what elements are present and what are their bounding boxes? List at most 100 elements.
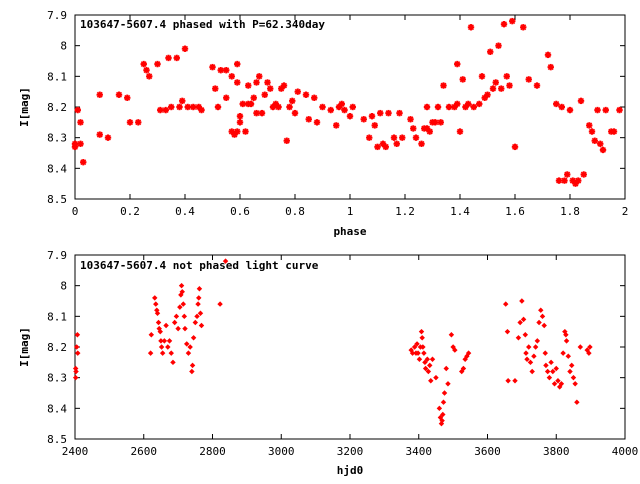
phased-point xyxy=(165,54,172,62)
phased-point xyxy=(234,79,241,86)
unphased-point xyxy=(73,344,80,350)
unphased-point xyxy=(148,332,155,338)
unphased-xtick-label: 3000 xyxy=(268,445,295,458)
phased-ytick-label: 8.5 xyxy=(47,193,67,206)
unphased-point xyxy=(542,350,548,356)
phased-point xyxy=(253,109,260,117)
phased-point xyxy=(456,128,464,135)
unphased-point xyxy=(187,344,193,350)
phased-point xyxy=(275,103,282,111)
phased-point xyxy=(591,137,598,144)
unphased-point xyxy=(424,356,431,362)
phased-point xyxy=(440,82,447,89)
unphased-point xyxy=(155,319,162,326)
unphased-point xyxy=(177,304,183,310)
unphased-point xyxy=(512,378,518,384)
phased-ytick-label: 8.2 xyxy=(47,101,67,114)
phased-point xyxy=(470,103,477,111)
phased-point xyxy=(228,73,235,80)
phased-ytick-label: 8.3 xyxy=(47,132,67,145)
unphased-point xyxy=(440,411,446,418)
phased-point xyxy=(390,134,398,141)
phased-point xyxy=(366,134,373,141)
phased-point xyxy=(333,122,340,129)
phased-point xyxy=(371,122,378,129)
unphased-ticks: 2400 2600 2800 3000 3200 3400 3600 3800 4000 7.9 8… xyxy=(47,249,638,458)
phased-point xyxy=(77,140,84,147)
phased-point xyxy=(313,119,321,126)
phased-point xyxy=(396,109,403,117)
phased-point xyxy=(599,146,607,154)
unphased-plot: 103647-5607.4 not phased light curve hjd… xyxy=(18,249,638,477)
unphased-point xyxy=(560,350,566,356)
unphased-point xyxy=(546,374,553,381)
phased-point xyxy=(566,106,574,114)
phased-point xyxy=(341,106,348,114)
phased-point xyxy=(140,60,147,68)
phased-point xyxy=(214,103,222,111)
unphased-xtick-label: 3400 xyxy=(406,445,433,458)
unphased-point xyxy=(173,313,180,320)
unphased-point xyxy=(198,322,205,329)
phased-xtick-label: 2 xyxy=(622,205,629,218)
phased-point xyxy=(506,82,513,89)
unphased-point xyxy=(465,350,472,356)
phased-point xyxy=(258,109,266,117)
phased-point xyxy=(467,24,475,31)
phased-point xyxy=(426,128,433,135)
unphased-ytick-label: 8.4 xyxy=(47,402,67,415)
unphased-xtick-label: 2800 xyxy=(199,445,226,458)
unphased-point xyxy=(522,332,529,338)
phased-point xyxy=(418,140,425,147)
phased-point xyxy=(423,103,431,111)
phased-point xyxy=(146,73,153,80)
unphased-point xyxy=(152,295,158,301)
phased-point xyxy=(245,82,252,89)
unphased-point xyxy=(197,310,204,316)
unphased-point xyxy=(534,338,541,344)
unphased-point xyxy=(180,301,187,307)
phased-point xyxy=(577,97,585,105)
unphased-point xyxy=(158,344,165,350)
unphased-point xyxy=(422,365,429,372)
phased-point xyxy=(385,109,392,117)
phased-point xyxy=(564,171,571,178)
unphased-point xyxy=(570,374,577,381)
phased-point xyxy=(509,17,516,25)
unphased-x-axis-label: hjd0 xyxy=(337,464,364,477)
unphased-point xyxy=(519,298,525,304)
unphased-point xyxy=(185,350,192,356)
phased-point xyxy=(602,106,609,114)
phased-point xyxy=(239,100,246,108)
phased-point xyxy=(104,134,112,141)
unphased-point xyxy=(157,328,163,335)
phased-point xyxy=(616,106,623,114)
phased-point xyxy=(432,119,439,126)
unphased-point xyxy=(189,362,196,369)
phased-point xyxy=(173,54,180,62)
phased-point xyxy=(217,67,224,74)
unphased-point xyxy=(587,344,593,350)
phased-point xyxy=(478,73,486,80)
unphased-xtick-label: 3200 xyxy=(337,445,364,458)
unphased-point xyxy=(572,381,578,387)
unphased-xtick-label: 4000 xyxy=(612,445,639,458)
unphased-point xyxy=(428,378,434,384)
phased-point xyxy=(286,103,293,111)
unphased-point xyxy=(520,316,527,323)
phased-point xyxy=(96,131,103,138)
phased-point xyxy=(209,63,216,71)
unphased-point xyxy=(171,319,178,326)
phased-point xyxy=(586,122,593,129)
phased-x-axis-label: phase xyxy=(333,225,366,238)
phased-point xyxy=(135,119,142,126)
phased-ytick-label: 8.4 xyxy=(47,162,67,175)
unphased-ytick-label: 8 xyxy=(60,280,67,293)
phased-point xyxy=(124,94,131,101)
phased-point xyxy=(465,100,472,108)
phased-point xyxy=(234,128,241,135)
phased-point xyxy=(319,103,326,111)
phased-point xyxy=(368,113,376,120)
unphased-point xyxy=(419,335,425,341)
